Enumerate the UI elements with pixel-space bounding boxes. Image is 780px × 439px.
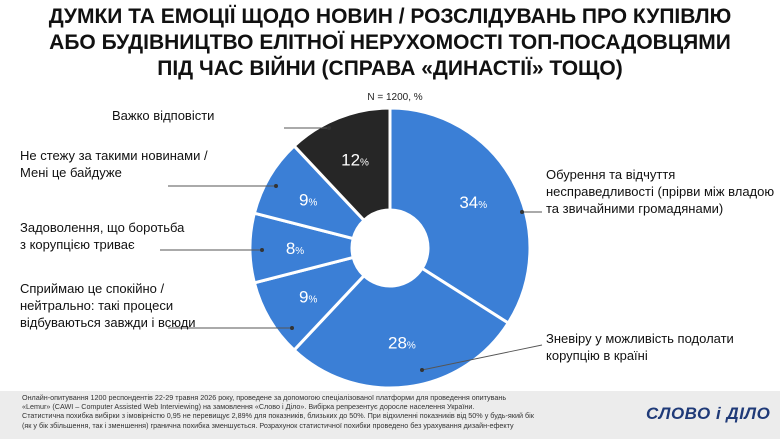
slice-label-outrage: Обурення та відчуття несправедливості (п… [546,167,775,216]
title-line-1: ДУМКИ ТА ЕМОЦІЇ ЩОДО НОВИН / РОЗСЛІДУВАН… [48,5,732,28]
donut-chart: 34%28%9%8%9%12% [160,106,543,390]
slice-label-hard-to-say: Важко відповісти [112,108,215,123]
leader-dot [420,368,424,372]
leader-dot [260,248,264,252]
slice-disbelief [292,266,511,390]
slice-label-satisfaction: Задоволення, що боротьба з корупцією три… [20,220,185,252]
leader-dot [290,326,294,330]
title-line-2: АБО БУДІВНИЦТВО ЕЛІТНОЇ НЕРУХОМОСТІ ТОП-… [49,31,731,54]
footer-bar [0,391,780,439]
methodology-note: Онлайн-опитування 1200 респондентів 22-2… [22,393,534,430]
brand-logo: СЛОВО і ДІЛО [646,404,771,423]
leader-line [421,344,543,371]
slice-label-indifferent: Не стежу за такими новинами / Мені це ба… [20,148,208,180]
slice-label-neutral: Сприймаю це спокійно / нейтрально: такі … [20,281,196,330]
leader-dot [520,210,524,214]
leader-dot [274,184,278,188]
slice-hard-to-say [292,106,392,223]
chart-title: ДУМКИ ТА ЕМОЦІЇ ЩОДО НОВИН / РОЗСЛІДУВАН… [20,4,760,82]
title-line-3: ПІД ЧАС ВІЙНИ (СПРАВА «ДИНАСТІЇ» ТОЩО) [157,57,623,80]
slice-label-disbelief: Зневіру у можливість подолати корупцію в… [546,331,734,363]
leader-dot [327,126,331,130]
sample-note: N = 1200, % [367,92,423,103]
